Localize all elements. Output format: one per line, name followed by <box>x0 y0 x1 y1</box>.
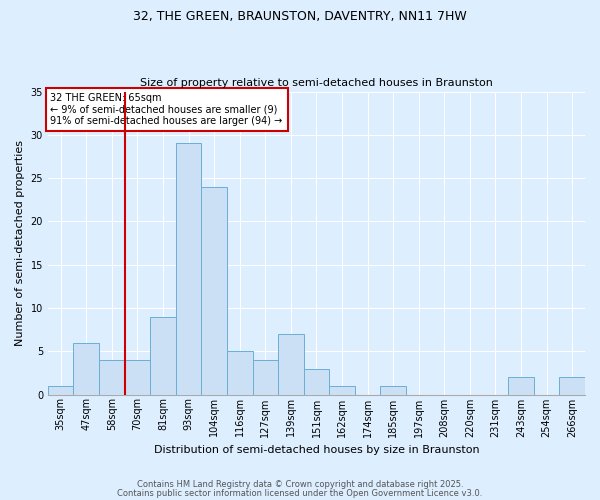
Text: Contains public sector information licensed under the Open Government Licence v3: Contains public sector information licen… <box>118 488 482 498</box>
Bar <box>227 351 253 395</box>
Bar <box>278 334 304 394</box>
Bar <box>48 386 73 394</box>
Text: Contains HM Land Registry data © Crown copyright and database right 2025.: Contains HM Land Registry data © Crown c… <box>137 480 463 489</box>
Bar <box>380 386 406 394</box>
Bar <box>304 368 329 394</box>
Title: Size of property relative to semi-detached houses in Braunston: Size of property relative to semi-detach… <box>140 78 493 88</box>
Bar <box>329 386 355 394</box>
Bar <box>202 187 227 394</box>
Y-axis label: Number of semi-detached properties: Number of semi-detached properties <box>15 140 25 346</box>
Text: 32 THE GREEN: 65sqm
← 9% of semi-detached houses are smaller (9)
91% of semi-det: 32 THE GREEN: 65sqm ← 9% of semi-detache… <box>50 94 283 126</box>
Bar <box>559 377 585 394</box>
X-axis label: Distribution of semi-detached houses by size in Braunston: Distribution of semi-detached houses by … <box>154 445 479 455</box>
Bar <box>73 342 99 394</box>
Bar <box>150 316 176 394</box>
Bar <box>508 377 534 394</box>
Bar <box>99 360 125 394</box>
Bar <box>176 144 202 394</box>
Bar <box>125 360 150 394</box>
Text: 32, THE GREEN, BRAUNSTON, DAVENTRY, NN11 7HW: 32, THE GREEN, BRAUNSTON, DAVENTRY, NN11… <box>133 10 467 23</box>
Bar <box>253 360 278 394</box>
